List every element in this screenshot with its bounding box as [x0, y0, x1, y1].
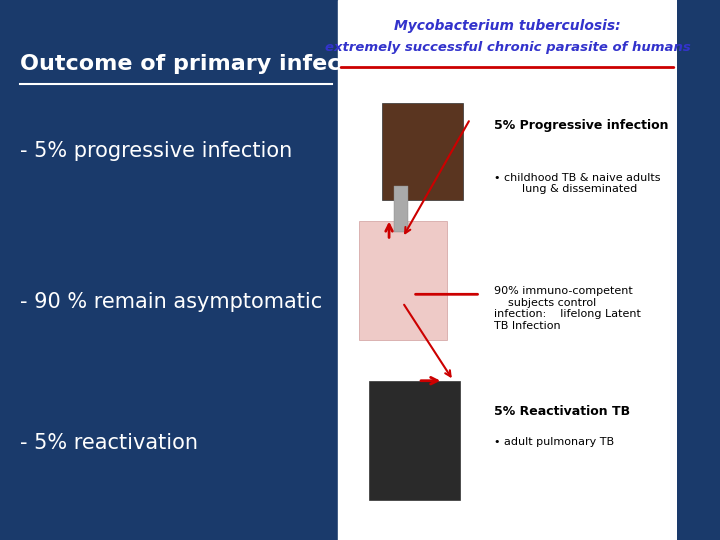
Text: - 5% progressive infection: - 5% progressive infection — [20, 141, 292, 161]
Text: Mycobacterium tuberculosis:: Mycobacterium tuberculosis: — [394, 19, 621, 33]
Bar — [338, 0, 677, 540]
Bar — [395, 186, 408, 232]
Text: extremely successful chronic parasite of humans: extremely successful chronic parasite of… — [325, 41, 690, 55]
Text: - 90 % remain asymptomatic: - 90 % remain asymptomatic — [20, 292, 323, 313]
Bar — [369, 381, 460, 500]
Text: • adult pulmonary TB: • adult pulmonary TB — [494, 437, 614, 448]
Text: 5% Progressive infection: 5% Progressive infection — [494, 119, 668, 132]
Text: - 5% reactivation: - 5% reactivation — [20, 433, 198, 453]
Bar — [382, 103, 464, 200]
Text: • childhood TB & naive adults
        lung & disseminated: • childhood TB & naive adults lung & dis… — [494, 173, 660, 194]
Text: 5% Reactivation TB: 5% Reactivation TB — [494, 405, 630, 418]
Text: Outcome of primary infection: Outcome of primary infection — [20, 54, 390, 74]
Text: 90% immuno-competent
    subjects control
infection:    lifelong Latent
TB Infec: 90% immuno-competent subjects control in… — [494, 286, 641, 331]
Bar — [359, 221, 446, 340]
Bar — [0, 0, 338, 540]
